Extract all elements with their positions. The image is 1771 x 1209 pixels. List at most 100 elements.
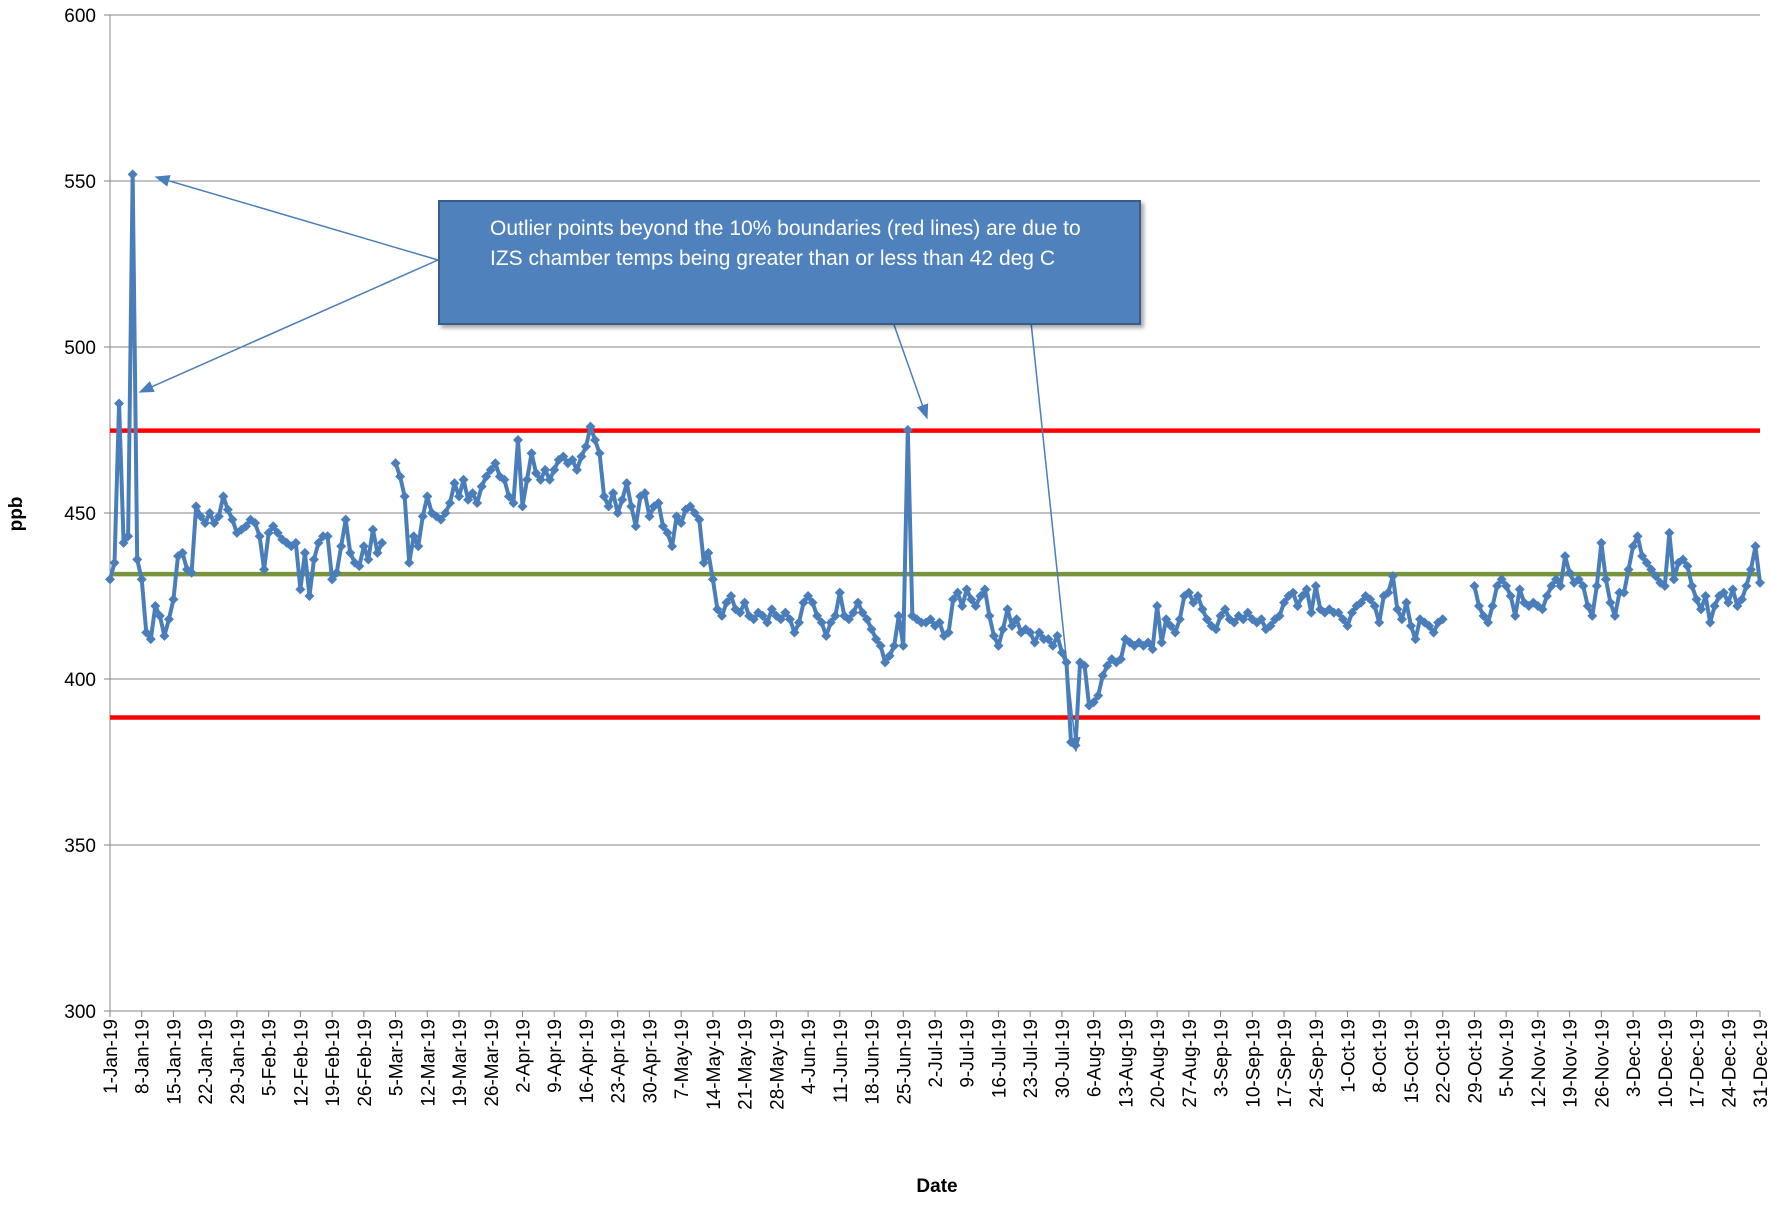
data-point: [490, 458, 501, 469]
data-point: [676, 517, 687, 528]
data-point: [762, 617, 773, 628]
x-tick-label: 26-Feb-19: [355, 1019, 376, 1107]
x-axis-label: Date: [916, 1176, 957, 1197]
data-point: [340, 514, 351, 525]
data-point: [522, 474, 533, 485]
data-point: [1487, 600, 1498, 611]
data-point: [508, 498, 519, 509]
data-point: [1587, 610, 1598, 621]
data-point: [1705, 617, 1716, 628]
arrow: [154, 175, 439, 261]
x-tick-label: 26-Mar-19: [482, 1019, 503, 1107]
data-point: [299, 547, 310, 558]
data-point: [576, 451, 587, 462]
data-point: [590, 434, 601, 445]
data-point: [630, 521, 641, 532]
data-point: [834, 587, 845, 598]
x-tick-label: 4-Jun-19: [799, 1019, 820, 1094]
data-point: [1301, 584, 1312, 595]
x-tick-label: 30-Apr-19: [640, 1019, 661, 1104]
data-point: [458, 474, 469, 485]
data-point: [395, 471, 406, 482]
data-point: [594, 448, 605, 459]
data-point: [1115, 654, 1126, 665]
data-point: [961, 584, 972, 595]
x-tick-label: 2-Apr-19: [514, 1019, 535, 1093]
data-point: [658, 521, 669, 532]
data-point: [1079, 660, 1090, 671]
data-point: [884, 650, 895, 661]
data-point: [213, 511, 224, 522]
data-point: [889, 640, 900, 651]
data-point: [1165, 620, 1176, 631]
data-point: [481, 471, 492, 482]
data-point: [1347, 607, 1358, 618]
data-point: [1405, 620, 1416, 631]
data-point: [408, 531, 419, 542]
data-point: [667, 541, 678, 552]
data-point: [227, 514, 238, 525]
data-point: [218, 491, 229, 502]
data-point: [1365, 594, 1376, 605]
data-point: [250, 517, 261, 528]
x-tick-label: 24-Sep-19: [1307, 1019, 1328, 1108]
data-point: [866, 624, 877, 635]
data-point: [784, 614, 795, 625]
data-point: [685, 501, 696, 512]
data-point: [1591, 581, 1602, 592]
x-tick-label: 1-Jan-19: [101, 1019, 122, 1094]
data-point: [268, 521, 279, 532]
data-point: [272, 527, 283, 538]
data-point: [313, 537, 324, 548]
data-point: [526, 448, 537, 459]
data-point: [925, 614, 936, 625]
x-tick-label: 12-Feb-19: [291, 1019, 312, 1107]
data-point: [200, 517, 211, 528]
data-point: [558, 451, 569, 462]
data-point: [988, 630, 999, 641]
data-point: [1741, 581, 1752, 592]
data-point: [114, 398, 125, 409]
x-tick-label: 26-Nov-19: [1592, 1019, 1613, 1108]
data-point: [1256, 614, 1267, 625]
x-tick-label: 17-Dec-19: [1688, 1019, 1709, 1108]
data-point: [1383, 587, 1394, 598]
data-point: [1582, 600, 1593, 611]
data-point: [1537, 604, 1548, 615]
data-point: [485, 464, 496, 475]
data-point: [662, 527, 673, 538]
data-point: [322, 531, 333, 542]
data-point: [1551, 574, 1562, 585]
data-point: [952, 587, 963, 598]
data-point: [367, 524, 378, 535]
data-point: [1469, 581, 1480, 592]
x-tick-label: 18-Jun-19: [863, 1019, 884, 1105]
data-point: [694, 514, 705, 525]
annotation-arrows: [138, 175, 1081, 753]
x-tick-label: 24-Dec-19: [1719, 1019, 1740, 1108]
y-tick-label: 400: [64, 670, 96, 691]
data-point: [603, 501, 614, 512]
data-point: [517, 501, 528, 512]
data-point: [1659, 581, 1670, 592]
data-point: [1288, 587, 1299, 598]
data-point: [1396, 614, 1407, 625]
x-tick-label: 15-Jan-19: [164, 1019, 185, 1105]
data-point: [1229, 617, 1240, 628]
x-tick-label: 29-Jan-19: [228, 1019, 249, 1105]
data-point: [1650, 571, 1661, 582]
x-tick-label: 27-Aug-19: [1180, 1019, 1201, 1108]
data-point: [150, 600, 161, 611]
data-point: [585, 421, 596, 432]
data-point: [440, 508, 451, 518]
data-point: [966, 594, 977, 605]
data-point: [1274, 610, 1285, 621]
data-point: [726, 591, 737, 601]
data-point: [807, 597, 818, 608]
x-tick-label: 31-Dec-19: [1751, 1019, 1771, 1108]
data-point: [105, 574, 115, 585]
data-point: [1718, 587, 1729, 598]
x-tick-label: 11-Jun-19: [831, 1019, 852, 1103]
